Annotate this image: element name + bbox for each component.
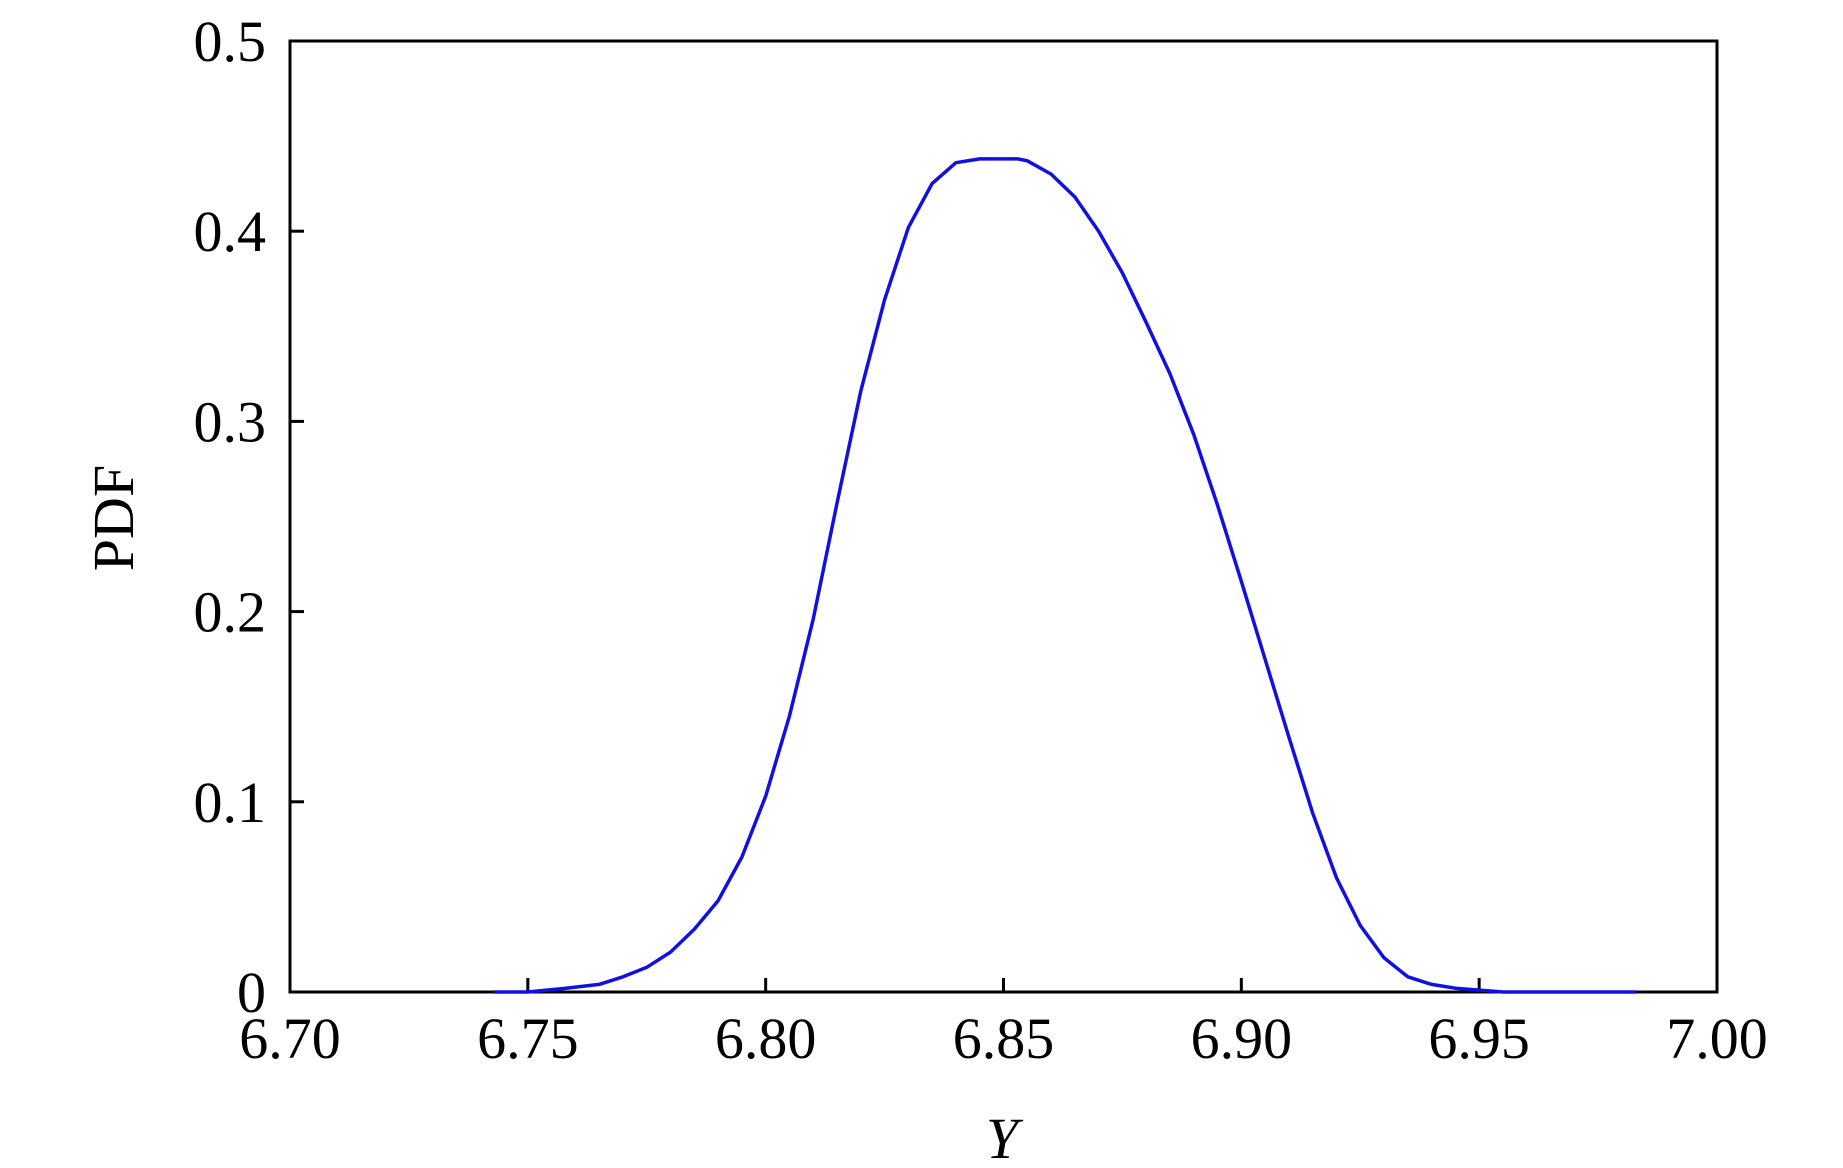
y-tick-label: 0.3 xyxy=(194,389,267,454)
y-tick-label: 0 xyxy=(237,960,266,1025)
x-tick-label: 6.75 xyxy=(477,1006,579,1071)
x-axis-ticks xyxy=(288,978,1719,992)
plot-frame xyxy=(288,39,1719,994)
x-tick-label: 6.95 xyxy=(1428,1006,1530,1071)
y-tick-label: 0.5 xyxy=(194,9,267,74)
y-axis-tick-labels: 0 0.1 0.2 0.3 0.4 0.5 xyxy=(194,9,267,1025)
x-tick-label: 6.85 xyxy=(953,1006,1055,1071)
x-tick-label: 6.90 xyxy=(1191,1006,1293,1071)
y-tick-label: 0.1 xyxy=(194,770,267,835)
y-tick-label: 0.4 xyxy=(194,199,267,264)
x-axis-title: Y xyxy=(986,1106,1024,1168)
y-axis-ticks xyxy=(290,39,304,994)
y-tick-label: 0.2 xyxy=(194,580,267,645)
y-axis-title: PDF xyxy=(81,465,146,571)
x-axis-tick-labels: 6.70 6.75 6.80 6.85 6.90 6.95 7.00 xyxy=(239,1006,1768,1071)
x-tick-label: 6.80 xyxy=(715,1006,817,1071)
x-tick-label: 6.70 xyxy=(239,1006,341,1071)
x-tick-label: 7.00 xyxy=(1666,1006,1768,1071)
pdf-curve xyxy=(494,157,1637,994)
